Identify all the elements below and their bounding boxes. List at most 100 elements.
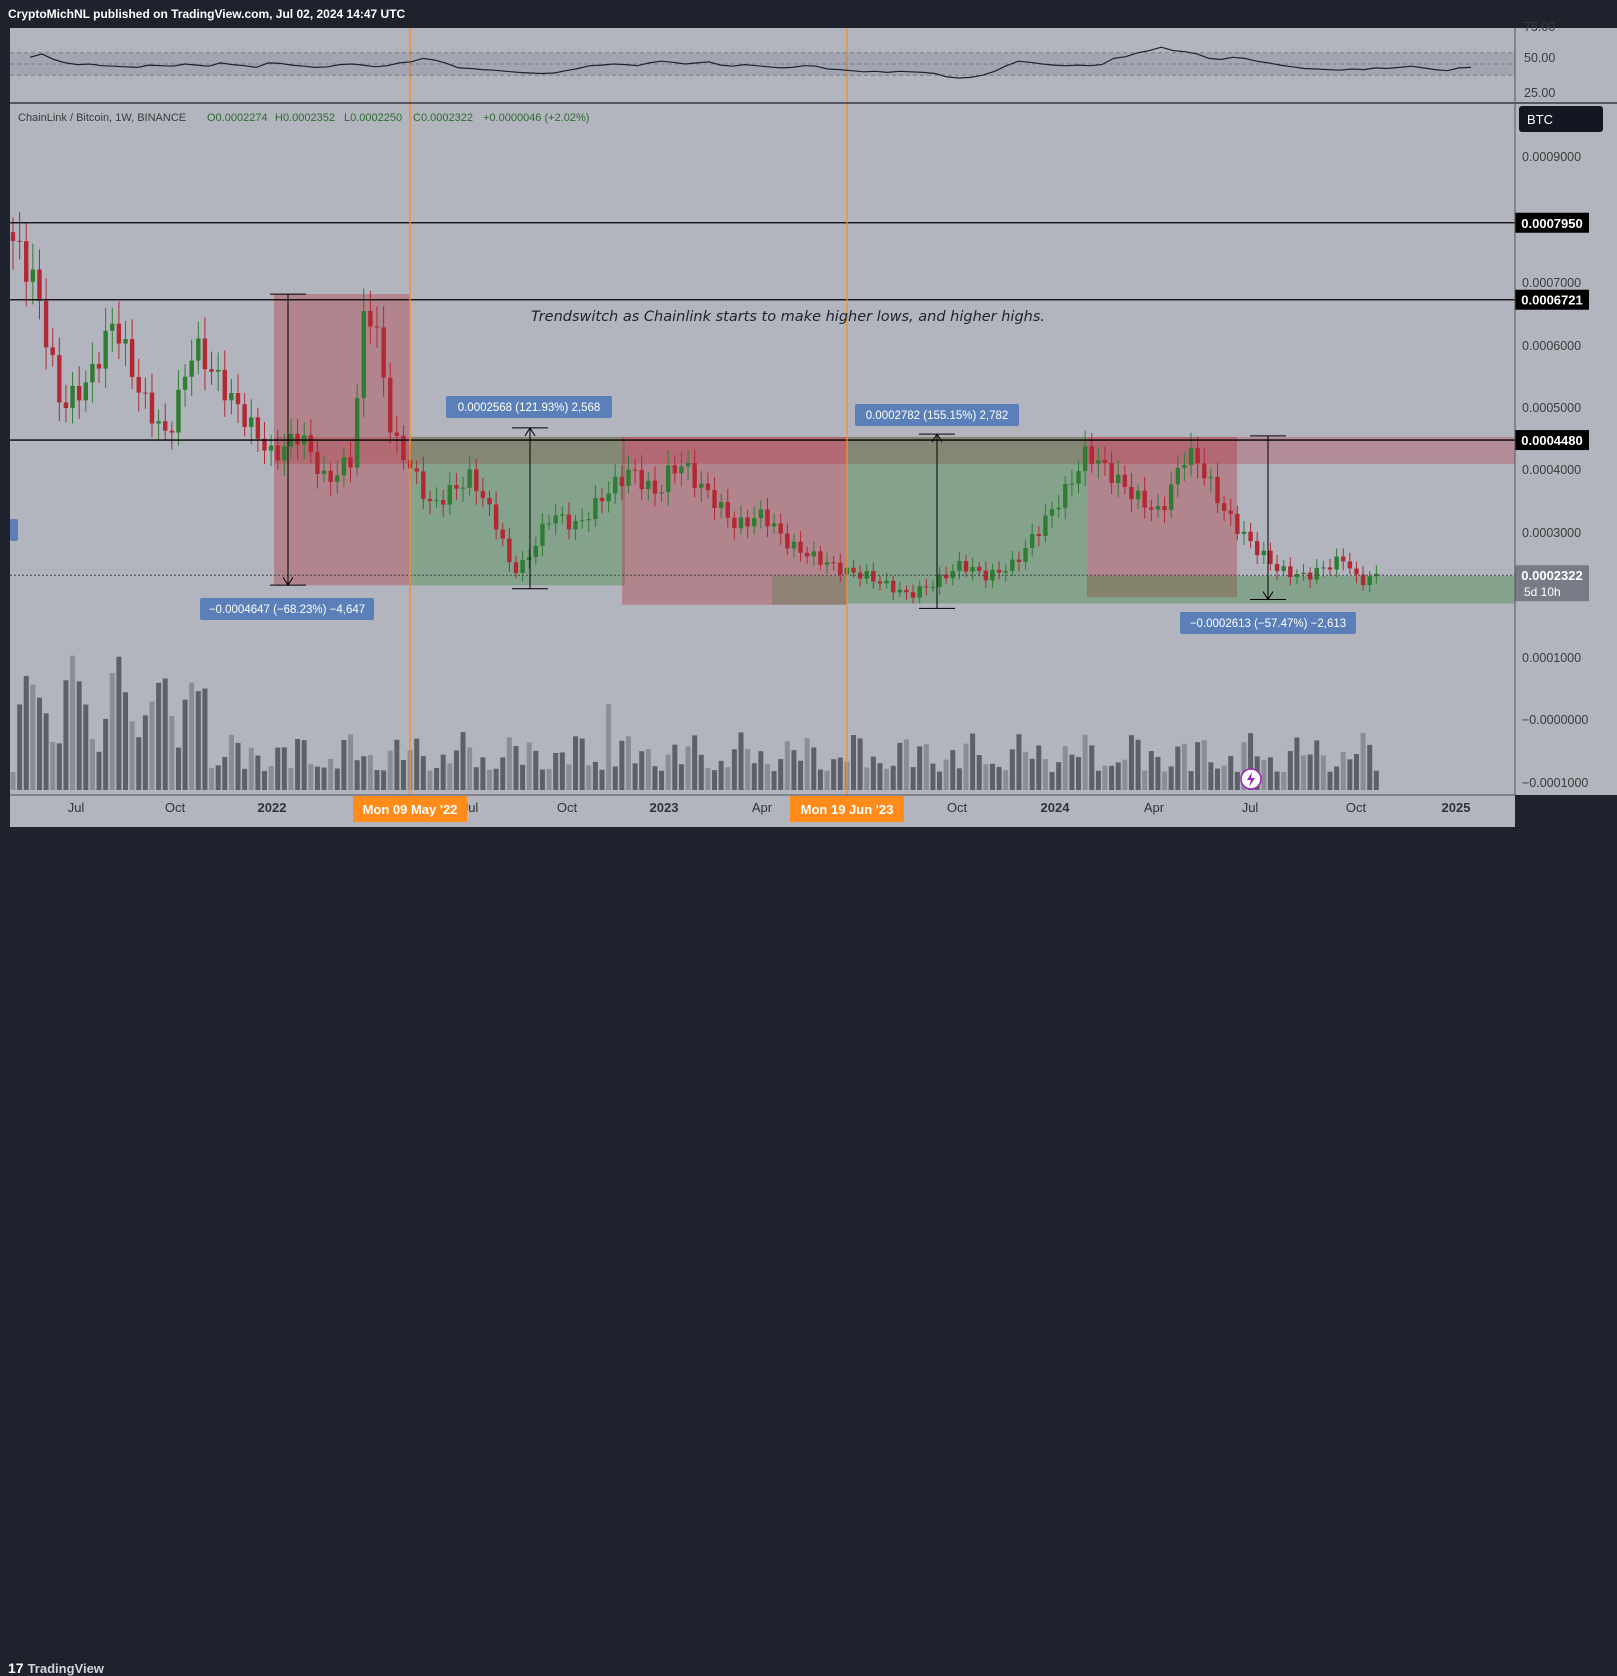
candle-body [10,232,16,241]
volume-bar [950,750,956,790]
candle-body [414,468,419,472]
volume-bar [1042,759,1048,790]
candle-body [262,438,267,451]
candle-body [553,515,558,524]
candle-body [765,509,770,527]
candle-body [963,561,969,572]
volume-bar [857,738,863,790]
volume-bar [1221,765,1227,790]
candle-body [1063,484,1068,508]
volume-bar [890,765,896,790]
volume-bar [374,770,380,790]
time-axis-label: 2022 [258,800,287,815]
volume-bar [1142,770,1148,790]
candle-body [1168,484,1174,511]
volume-bar [652,766,658,790]
candle-body [328,470,333,482]
volume-bar [1347,759,1353,790]
candle-body [1102,460,1108,464]
volume-bar [903,739,909,790]
trend-annotation: Trendswitch as Chainlink starts to make … [531,309,1045,325]
volume-bar [625,736,631,790]
time-axis-label: 2025 [1442,800,1471,815]
candle-body [209,369,214,372]
candle-body [871,571,876,582]
volume-bar [804,738,810,790]
candle-body [1215,476,1220,504]
volume-bar [573,736,579,790]
candle-body [593,498,598,520]
volume-bar [983,764,989,790]
candle-body [163,421,168,431]
candle-body [1188,447,1194,465]
chart[interactable]: −0.0004647 (−68.23%) −4,647 0.0002568 (12… [0,0,1617,860]
volume-bar [1287,751,1293,790]
candle-body [1334,556,1339,570]
volume-bar [43,713,49,790]
candle-body [440,499,446,505]
candle-body [421,471,426,499]
volume-bar [811,747,817,790]
candle-body [1235,513,1240,534]
volume-bar [923,744,929,790]
lightning-icon [1247,772,1255,787]
volume-bar [453,750,459,790]
candle-body [434,499,439,502]
volume-bar [1281,771,1287,790]
candle-body [785,533,790,549]
volume-bar [851,735,857,790]
candle-body [725,502,730,518]
candle-body [1056,507,1061,510]
candle-body [215,369,221,372]
candle-body [771,523,777,527]
tradingview-brand: TradingView [27,1661,104,1676]
candle-body [196,338,201,361]
volume-bar [1274,771,1280,790]
candle-body [1202,463,1207,479]
footer-bar: 17 TradingView [0,827,1617,1676]
candle-body [891,580,896,593]
candle-body [1182,464,1187,468]
candle-body [189,360,194,377]
rsi-axis-label: 75.00 [1524,20,1555,34]
candle-body [1294,574,1300,578]
candle-body [1255,541,1260,556]
candle-body [579,520,585,522]
candle-body [824,562,830,565]
support-zone [1087,575,1515,604]
candle-body [156,421,161,424]
volume-bar [612,766,618,790]
volume-bar [400,760,406,790]
volume-bar [1135,739,1141,790]
candle-body [507,538,512,563]
volume-bar [1009,749,1015,790]
volume-bar [275,747,281,790]
tradingview-logo[interactable]: 17 TradingView [8,1660,104,1676]
time-axis-label: Oct [165,800,186,815]
candle-body [560,514,565,516]
volume-bar [698,754,704,790]
volume-bar [520,764,526,790]
volume-bar [30,684,36,790]
volume-bar [394,739,400,790]
volume-bar [1307,754,1313,790]
volume-bar [1122,759,1128,790]
volume-bar [1367,744,1373,790]
candle-body [718,502,724,508]
measure-label: 0.0002782 (155.15%) 2,782 [866,410,1009,422]
volume-bar [705,767,711,790]
volume-bar [1076,757,1082,790]
candle-body [103,330,108,369]
volume-bar [248,747,254,790]
volume-bar [235,742,241,790]
candle-body [123,339,128,344]
candle-body [176,389,181,433]
candle-body [1069,483,1075,485]
currency-button[interactable] [1519,106,1603,132]
volume-bar [242,768,248,790]
candle-body [665,465,671,493]
level-price-tag [1515,289,1589,310]
candle-body [977,566,982,571]
volume-bar [83,704,89,790]
candle-body [335,475,340,482]
